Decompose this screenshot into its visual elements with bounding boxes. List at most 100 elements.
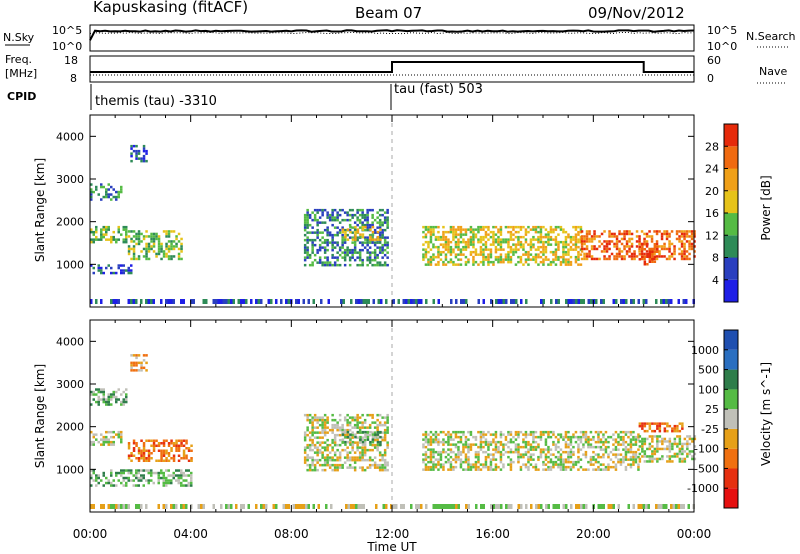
echo-cell bbox=[165, 247, 168, 251]
echo-cell bbox=[464, 453, 468, 456]
echo-cell bbox=[356, 208, 359, 212]
echo-cell bbox=[145, 299, 148, 304]
echo-cell bbox=[378, 226, 382, 229]
echo-cell bbox=[671, 447, 674, 451]
echo-cell bbox=[517, 448, 520, 451]
echo-cell bbox=[434, 245, 438, 249]
echo-cell bbox=[529, 455, 533, 459]
echo-cell bbox=[512, 450, 515, 454]
echo-cell bbox=[514, 243, 518, 246]
echo-cell bbox=[562, 228, 565, 231]
echo-cell bbox=[459, 258, 463, 261]
echo-cell bbox=[665, 235, 669, 238]
echo-cell bbox=[467, 245, 470, 249]
echo-cell bbox=[351, 440, 355, 444]
echo-cell bbox=[336, 426, 339, 429]
echo-cell bbox=[378, 246, 382, 249]
echo-cell bbox=[137, 237, 141, 241]
echo-cell bbox=[130, 361, 133, 365]
echo-cell bbox=[381, 248, 384, 252]
echo-cell bbox=[437, 253, 440, 256]
echo-cell bbox=[287, 504, 290, 509]
echo-cell bbox=[275, 504, 278, 509]
echo-cell bbox=[457, 263, 460, 266]
echo-cell bbox=[366, 241, 369, 244]
echo-cell bbox=[681, 422, 684, 425]
echo-cell bbox=[92, 390, 95, 394]
echo-cell bbox=[368, 246, 372, 249]
echo-cell bbox=[537, 253, 540, 256]
echo-cell bbox=[671, 429, 674, 433]
echo-cell bbox=[582, 299, 585, 304]
echo-cell bbox=[651, 248, 654, 251]
echo-cell bbox=[544, 463, 548, 466]
echo-cell bbox=[469, 433, 473, 436]
echo-cell bbox=[155, 255, 158, 258]
echo-cell bbox=[638, 435, 642, 438]
echo-cell bbox=[564, 253, 568, 256]
echo-cell bbox=[371, 241, 374, 244]
echo-cell bbox=[690, 232, 694, 236]
echo-cell bbox=[137, 449, 141, 452]
echo-cell bbox=[145, 149, 148, 153]
echo-cell bbox=[618, 255, 621, 258]
echo-cell bbox=[167, 240, 171, 243]
echo-cell bbox=[368, 241, 372, 244]
echo-cell bbox=[235, 504, 238, 509]
echo-cell bbox=[532, 245, 535, 249]
echo-cell bbox=[628, 247, 631, 251]
echo-cell bbox=[524, 463, 528, 466]
echo-cell bbox=[142, 154, 146, 158]
echo-cell bbox=[604, 468, 608, 471]
echo-cell bbox=[102, 228, 105, 231]
echo-cell bbox=[172, 457, 176, 460]
echo-cell bbox=[182, 457, 186, 460]
echo-cell bbox=[115, 504, 118, 509]
echo-cell bbox=[604, 430, 608, 434]
echo-cell bbox=[175, 242, 178, 246]
echo-cell bbox=[464, 240, 468, 244]
echo-cell bbox=[524, 233, 528, 236]
echo-cell bbox=[489, 460, 493, 464]
echo-cell bbox=[424, 225, 428, 229]
echo-cell bbox=[479, 468, 483, 471]
echo-cell bbox=[577, 443, 580, 446]
echo-cell bbox=[127, 444, 131, 447]
echo-cell bbox=[673, 440, 677, 443]
echo-cell bbox=[542, 450, 545, 454]
echo-cell bbox=[487, 468, 490, 471]
echo-cell bbox=[105, 228, 108, 231]
echo-cell bbox=[306, 208, 309, 212]
echo-cell bbox=[212, 504, 215, 509]
echo-cell bbox=[625, 245, 629, 248]
echo-cell bbox=[641, 455, 644, 458]
echo-cell bbox=[373, 466, 377, 469]
echo-cell bbox=[311, 461, 314, 464]
echo-cell bbox=[537, 455, 540, 459]
echo-cell bbox=[539, 453, 543, 456]
echo-cell bbox=[371, 431, 374, 434]
echo-cell bbox=[447, 248, 450, 251]
echo-cell bbox=[326, 416, 329, 419]
echo-cell bbox=[632, 460, 635, 464]
echo-cell bbox=[574, 243, 578, 246]
echo-cell bbox=[100, 198, 103, 201]
echo-cell bbox=[524, 453, 528, 456]
echo-cell bbox=[557, 465, 560, 469]
echo-cell bbox=[584, 438, 588, 441]
echo-cell bbox=[180, 250, 183, 253]
echo-cell bbox=[472, 243, 475, 246]
echo-cell bbox=[465, 504, 468, 509]
echo-cell bbox=[693, 435, 697, 438]
echo-cell bbox=[285, 299, 288, 304]
echo-cell bbox=[112, 395, 115, 399]
echo-cell bbox=[190, 459, 193, 462]
echo-cell bbox=[514, 433, 518, 436]
echo-cell bbox=[499, 260, 503, 264]
echo-cell bbox=[127, 266, 130, 270]
colorbar-segment bbox=[724, 468, 738, 489]
echo-cell bbox=[504, 238, 508, 241]
echo-cell bbox=[331, 213, 334, 217]
echo-cell bbox=[683, 232, 686, 236]
echo-cell bbox=[364, 430, 367, 434]
